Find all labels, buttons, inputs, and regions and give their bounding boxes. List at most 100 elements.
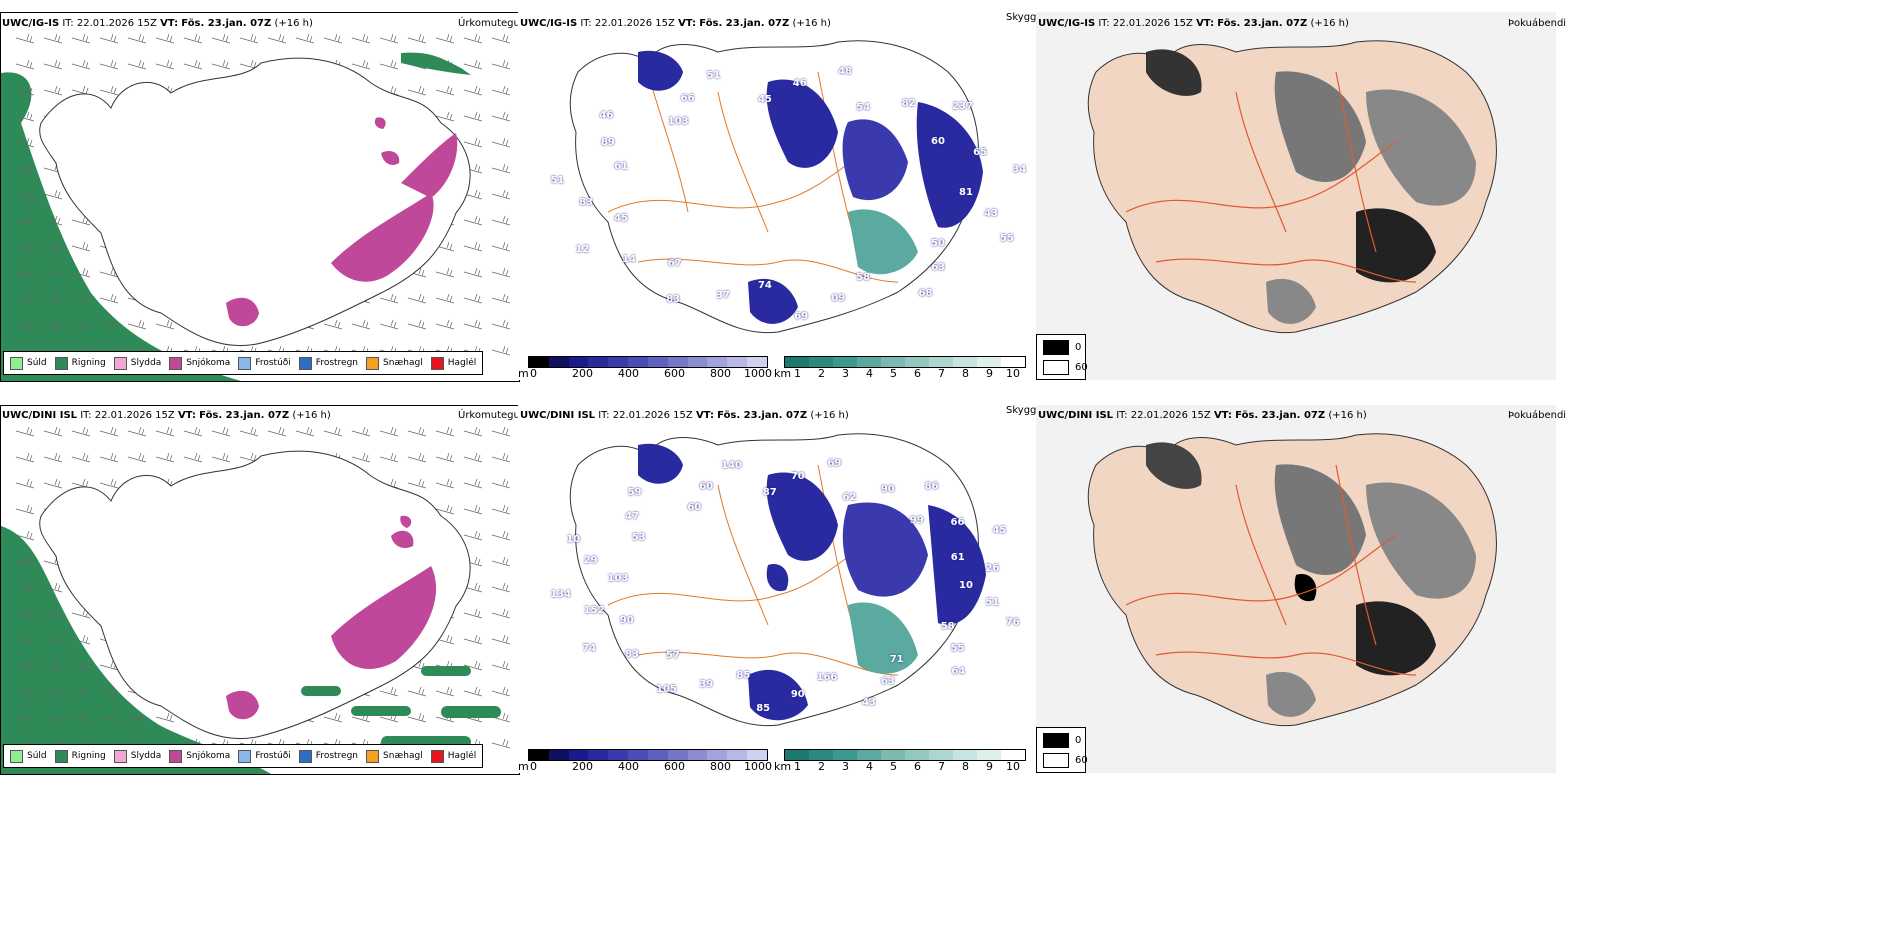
vis-tick: 2 [818,760,825,773]
visibility-value-label: 89 [600,137,615,149]
visibility-value-label: 58 [856,272,871,284]
legend-swatch [113,749,127,763]
legend-item: Frostúði [238,356,291,370]
height-tick: 1000 [744,760,772,773]
vis-tick: 8 [962,760,969,773]
fog-panel-row2: 0 60 [1036,405,1556,773]
visibility-value-label: 43 [984,207,999,219]
height-tick: 1000 [744,367,772,380]
visibility-map-row2 [569,433,986,727]
legend-item: Snjókoma [169,749,230,763]
visibility-value-label: 46 [599,110,614,122]
visibility-value-label: 65 [973,146,988,158]
visibility-value-label: 29 [583,555,598,567]
visibility-value-label: 60 [687,501,702,513]
precip-panel-row1: Súld Rigning Slydda Snjókoma Frostúði Fr… [0,12,520,382]
visibility-value-label: 166 [816,671,838,683]
precip-header-row1: UWC/IG-IS IT: 22.01.2026 15Z VT: Fös. 23… [2,18,313,29]
legend-swatch [54,356,68,370]
legend-swatch [10,749,23,763]
height-unit: m [518,367,529,380]
fog-header-row1: UWC/IG-IS IT: 22.01.2026 15Z VT: Fös. 23… [1038,18,1349,29]
visibility-map-row1 [569,40,983,334]
visibility-numbers-row2: 10 51 76 58 55 64 71 63 43 166 90 85 85 39 105 57 83 74 90… [518,405,1038,750]
fog-swatch [1043,733,1069,748]
legend-swatch [298,749,312,763]
visibility-value-label: 63 [931,262,946,274]
legend-item: Snæhagl [366,749,423,763]
legend-swatch [238,356,252,370]
visibility-value-label: 55 [999,233,1014,245]
precip-legend-row2: Súld Rigning Slydda Snjókoma Frostúði Fr… [3,744,484,768]
vis-tick: 6 [914,760,921,773]
visibility-value-label: 45 [992,524,1007,536]
visibility-value-label: 09 [831,292,846,304]
legend-item: Haglél [430,749,476,763]
fog-legend-row2: 0 60 [1036,727,1088,773]
legend-item: Slydda [113,749,161,763]
legend-swatch [430,749,444,763]
legend-swatch [238,749,252,763]
height-tick: 400 [618,367,639,380]
height-tick: 0 [530,367,537,380]
visibility-value-label: 69 [794,310,809,322]
visibility-value-label: 43 [861,696,876,708]
height-colorbar-row2: m 0 200 400 600 800 1000 [518,749,778,773]
fog-title-row1: Þokuábendi [1508,18,1567,29]
visibility-value-label: 26 [985,563,1000,575]
visibility-value-label: 237 [952,101,973,113]
visibility-panel-row1: m 0 200 400 600 800 1000 km 1 2 3 4 5 6 … [518,12,1038,380]
legend-swatch [10,356,23,370]
visibility-value-label: 48 [838,66,852,78]
vis-tick: 1 [794,760,801,773]
visibility-value-label: 63 [880,675,895,687]
visibility-value-label: 85 [756,703,771,715]
legend-item: Frostregn [298,356,358,370]
visibility-value-label: 90 [619,614,634,626]
visibility-value-label: 57 [665,649,680,661]
visibility-value-label: 66 [680,92,695,104]
vis-tick: 9 [986,367,993,380]
precip-title-row1: Úrkomutegund [458,18,533,29]
fog-map-row1 [1036,12,1556,380]
legend-item: Súld [10,356,47,370]
visibility-value-label: 39 [699,679,714,691]
visibility-numbers-row1: 81 43 55 50 63 68 58 09 69 74 37 83 67 14 12 45 83 51 61 89… [518,12,1038,357]
visibility-value-label: 51 [706,69,721,81]
height-tick: 800 [710,760,731,773]
visibility-value-label: 51 [550,175,565,187]
visibility-value-label: 53 [631,532,646,544]
visibility-value-label: 55 [950,642,965,654]
height-tick: 400 [618,760,639,773]
visibility-value-label: 105 [656,684,677,696]
fog-legend-row1: 0 60 [1036,334,1088,380]
height-tick: 800 [710,367,731,380]
legend-swatch [430,356,444,370]
visibility-value-label: 99 [909,515,924,527]
legend-item: Snæhagl [366,356,423,370]
precip-map-row2 [1,426,511,774]
visibility-value-label: 140 [721,460,742,472]
visibility-panel-row2: m 0 200 400 600 800 1000 km 1 2 3 4 5 6 … [518,405,1038,773]
visibility-value-label: 64 [951,666,966,678]
precip-title-row2: Úrkomutegund [458,410,533,421]
fog-swatch [1043,340,1069,355]
visibility-header-row2: UWC/DINI ISL IT: 22.01.2026 15Z VT: Fös.… [520,410,849,421]
visibility-value-label: 152 [583,604,605,616]
visibility-value-label: 69 [827,458,842,470]
visibility-value-label: 47 [624,510,639,522]
visibility-value-label: 58 [940,621,955,633]
visibility-value-label: 81 [959,187,973,198]
visibility-value-label: 83 [666,294,681,306]
vis-tick: 5 [890,760,897,773]
vis-tick: 5 [890,367,897,380]
vis-tick: 4 [866,367,873,380]
vis-tick: 4 [866,760,873,773]
fog-swatch [1043,360,1069,375]
height-unit: m [518,760,529,773]
visibility-value-label: 12 [575,243,590,255]
legend-item: Slydda [113,356,161,370]
precip-map-row1 [1,33,511,381]
visibility-value-label: 90 [790,688,805,700]
fog-swatch [1043,753,1069,768]
